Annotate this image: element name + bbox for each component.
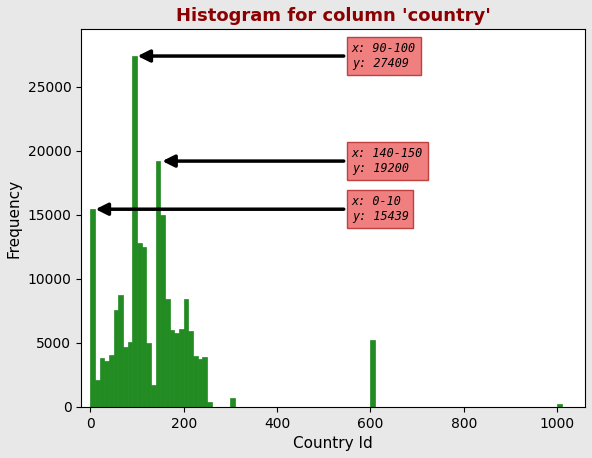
Bar (133, 56, 137, 407)
Bar (557, 404, 562, 407)
Bar (230, 398, 235, 407)
Bar (160, 215, 165, 407)
Bar (165, 299, 170, 407)
Bar (371, 340, 375, 407)
Bar (137, 243, 141, 407)
Bar (114, 310, 118, 407)
Bar (91, 209, 95, 407)
Bar (175, 333, 179, 407)
Bar (207, 402, 212, 407)
Bar (179, 329, 184, 407)
Bar (193, 355, 198, 407)
Bar (170, 330, 175, 407)
Text: x: 0-10
y: 15439: x: 0-10 y: 15439 (99, 195, 408, 223)
Bar (128, 342, 133, 407)
Bar (104, 361, 109, 407)
Bar (146, 343, 151, 407)
Bar (156, 161, 160, 407)
Bar (95, 380, 100, 407)
Bar (151, 385, 156, 407)
Title: Histogram for column 'country': Histogram for column 'country' (176, 7, 491, 25)
Bar (202, 357, 207, 407)
Bar (109, 355, 114, 407)
Text: x: 90-100
y: 27409: x: 90-100 y: 27409 (141, 42, 416, 70)
Bar (123, 347, 128, 407)
Bar (198, 360, 202, 407)
Y-axis label: Frequency: Frequency (7, 179, 22, 257)
X-axis label: Country Id: Country Id (293, 436, 373, 451)
Text: x: 140-150
y: 19200: x: 140-150 y: 19200 (166, 147, 423, 175)
Bar (100, 358, 104, 407)
Bar (188, 331, 193, 407)
Bar (141, 247, 146, 407)
Bar (184, 299, 188, 407)
Bar (118, 295, 123, 407)
